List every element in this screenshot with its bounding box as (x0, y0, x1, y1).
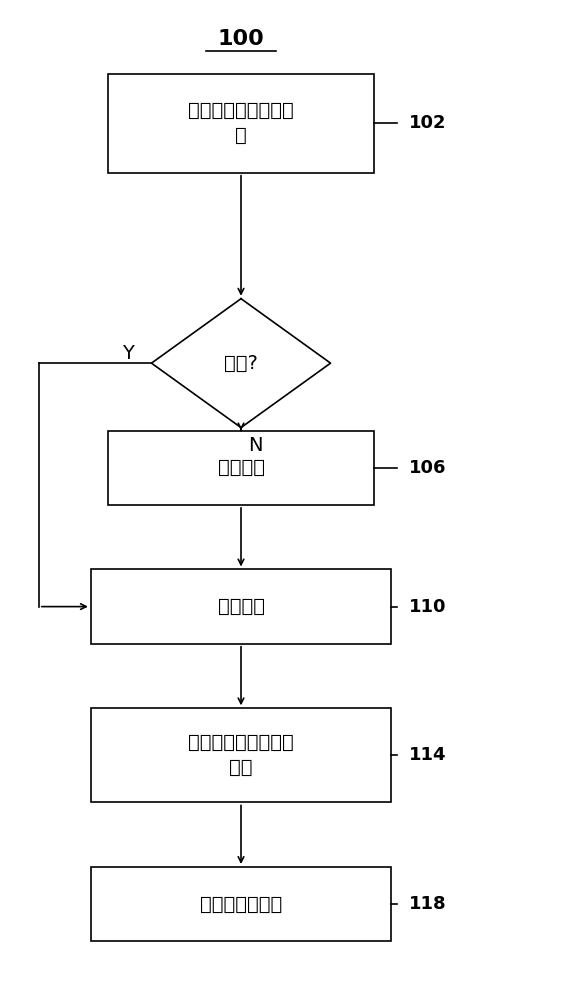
Text: 检查是否已经记录了
事件: 检查是否已经记录了 事件 (188, 733, 294, 777)
Text: 更新显示的内容: 更新显示的内容 (200, 895, 282, 914)
Text: 110: 110 (408, 598, 446, 616)
FancyBboxPatch shape (91, 867, 391, 941)
FancyBboxPatch shape (108, 431, 374, 505)
Text: 记录事件: 记录事件 (217, 597, 264, 616)
FancyBboxPatch shape (91, 708, 391, 802)
Text: 100: 100 (217, 29, 264, 49)
Text: 创建变量: 创建变量 (217, 458, 264, 477)
Text: 114: 114 (408, 746, 446, 764)
Text: 106: 106 (408, 459, 446, 477)
FancyBboxPatch shape (91, 569, 391, 644)
FancyBboxPatch shape (108, 74, 374, 173)
Text: N: N (248, 436, 263, 455)
Text: 102: 102 (408, 114, 446, 132)
Text: Y: Y (122, 344, 134, 363)
Text: 118: 118 (408, 895, 446, 913)
Text: 检查是否已经存在变
量: 检查是否已经存在变 量 (188, 101, 294, 145)
Text: 存在?: 存在? (224, 354, 258, 373)
